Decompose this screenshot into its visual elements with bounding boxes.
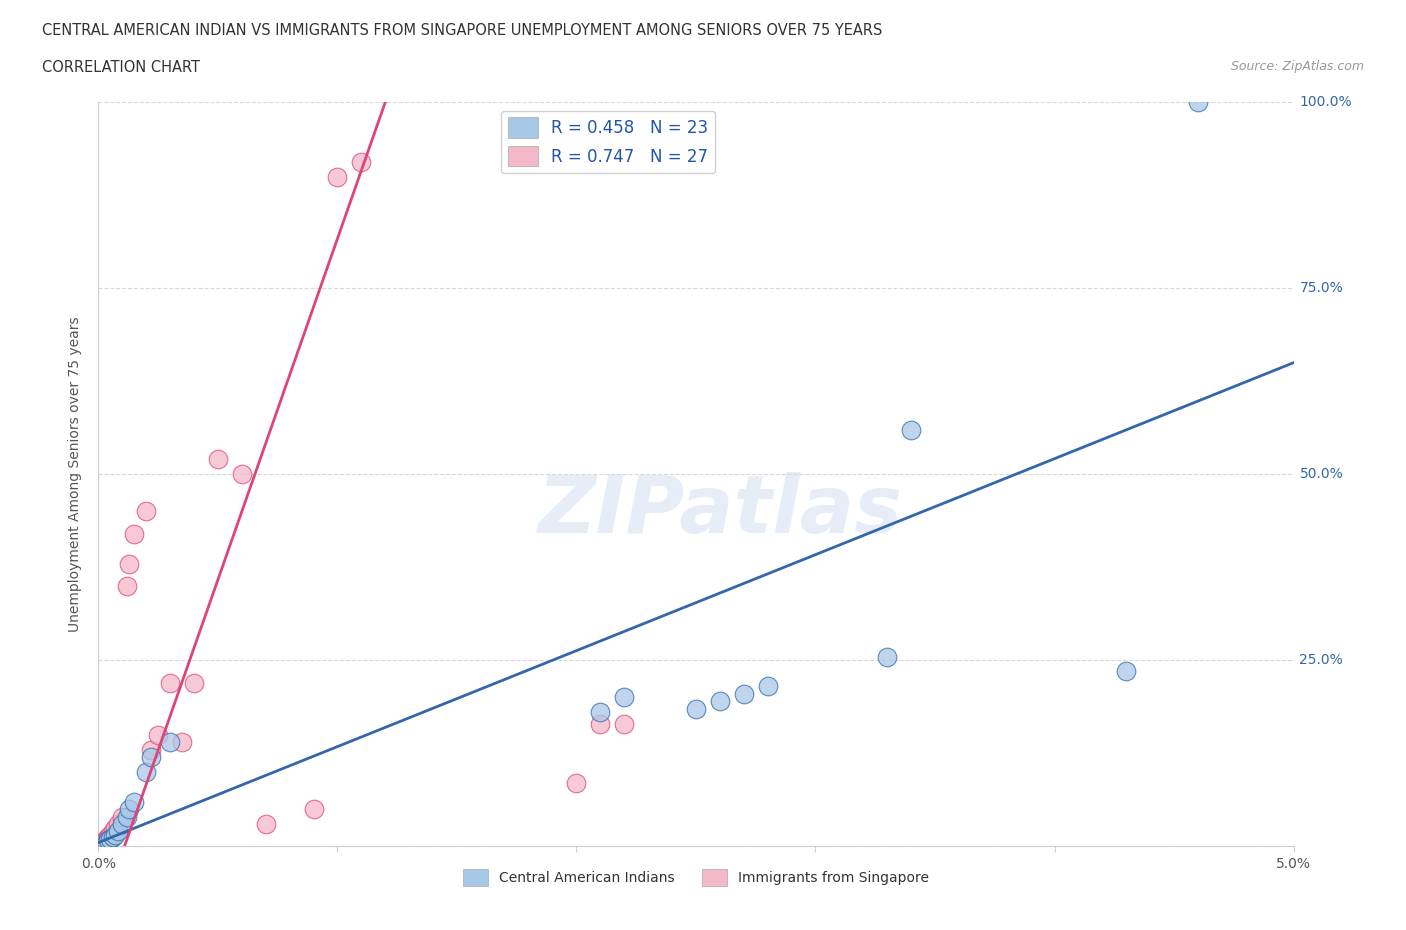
Point [756, 679, 779, 694]
Point [98, 828, 122, 843]
Point [115, 578, 138, 593]
Point [107, 824, 129, 839]
Point [900, 422, 922, 437]
Point [107, 817, 129, 831]
Point [104, 828, 127, 843]
Point [94, 833, 117, 848]
Text: CORRELATION CHART: CORRELATION CHART [42, 60, 200, 75]
Point [118, 556, 141, 571]
Point [98, 831, 122, 846]
Point [207, 452, 229, 467]
Point [159, 735, 181, 750]
Point [135, 504, 157, 519]
Point [111, 817, 134, 831]
Point [1115, 664, 1137, 679]
Point [231, 467, 253, 482]
Point [326, 169, 349, 184]
Point [876, 649, 898, 664]
Text: Source: ZipAtlas.com: Source: ZipAtlas.com [1230, 60, 1364, 73]
Point [115, 809, 138, 824]
Point [101, 824, 124, 839]
Point [94, 835, 117, 850]
Point [139, 742, 162, 757]
Point [159, 675, 181, 690]
Point [97, 833, 120, 848]
Point [124, 526, 146, 541]
Point [709, 694, 731, 709]
Point [613, 716, 636, 731]
Point [254, 817, 277, 831]
Legend: Central American Indians, Immigrants from Singapore: Central American Indians, Immigrants fro… [457, 863, 935, 892]
Point [1187, 95, 1209, 110]
Point [101, 830, 124, 844]
Point [183, 675, 205, 690]
Point [685, 701, 707, 716]
Point [91, 835, 114, 850]
Text: 50.0%: 50.0% [1299, 467, 1343, 482]
Point [172, 735, 194, 750]
Point [97, 830, 120, 844]
Text: 25.0%: 25.0% [1299, 653, 1343, 668]
Point [350, 154, 373, 169]
Text: ZIPatlas: ZIPatlas [537, 472, 903, 551]
Point [94, 831, 117, 846]
Point [124, 794, 146, 809]
Point [589, 716, 612, 731]
Point [613, 690, 636, 705]
Point [148, 727, 170, 742]
Point [135, 764, 157, 779]
Point [302, 802, 325, 817]
Text: 100.0%: 100.0% [1299, 95, 1353, 110]
Point [139, 750, 162, 764]
Point [118, 802, 141, 817]
Y-axis label: Unemployment Among Seniors over 75 years: Unemployment Among Seniors over 75 years [69, 316, 83, 632]
Point [111, 809, 134, 824]
Text: CENTRAL AMERICAN INDIAN VS IMMIGRANTS FROM SINGAPORE UNEMPLOYMENT AMONG SENIORS : CENTRAL AMERICAN INDIAN VS IMMIGRANTS FR… [42, 23, 883, 38]
Text: 75.0%: 75.0% [1299, 281, 1343, 296]
Point [104, 820, 127, 835]
Point [565, 776, 588, 790]
Point [733, 686, 755, 701]
Point [589, 705, 612, 720]
